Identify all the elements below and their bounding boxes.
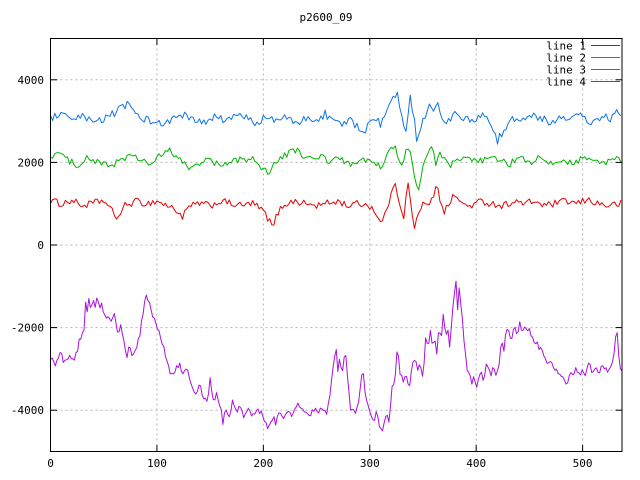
series-layer <box>50 91 623 432</box>
x-tick-label: 100 <box>147 457 167 470</box>
legend-label: line 3 <box>546 64 586 77</box>
series-line-3 <box>50 91 622 145</box>
x-tick-label: 0 <box>47 457 54 470</box>
frame-layer <box>50 38 623 452</box>
grid-layer <box>50 38 622 452</box>
legend-item: line 4 <box>546 76 620 89</box>
legend-label: line 2 <box>546 52 586 65</box>
legend-item: line 2 <box>546 52 620 65</box>
x-tick-label: 300 <box>360 457 380 470</box>
x-tick-label: 400 <box>466 457 486 470</box>
chart-title: p2600_09 <box>300 11 353 24</box>
y-tick-label: -4000 <box>11 404 44 417</box>
y-tick-label: -2000 <box>11 322 44 335</box>
y-tick-label: 0 <box>37 239 44 252</box>
axis-label-layer: -4000 -2000 0 2000 4000 0 100 200 300 400 500 <box>11 74 593 470</box>
series-line-4 <box>50 280 623 432</box>
x-tick-label: 200 <box>253 457 273 470</box>
y-tick-label: 4000 <box>18 74 45 87</box>
legend-item: line 1 <box>546 40 620 53</box>
legend-label: line 4 <box>546 76 586 89</box>
series-line-1 <box>50 182 622 229</box>
y-tick-label: 2000 <box>18 156 45 169</box>
series-line-2 <box>50 145 622 191</box>
legend-label: line 1 <box>546 40 586 53</box>
legend-item: line 3 <box>546 64 620 77</box>
x-tick-label: 500 <box>573 457 593 470</box>
plot-border <box>50 38 623 452</box>
